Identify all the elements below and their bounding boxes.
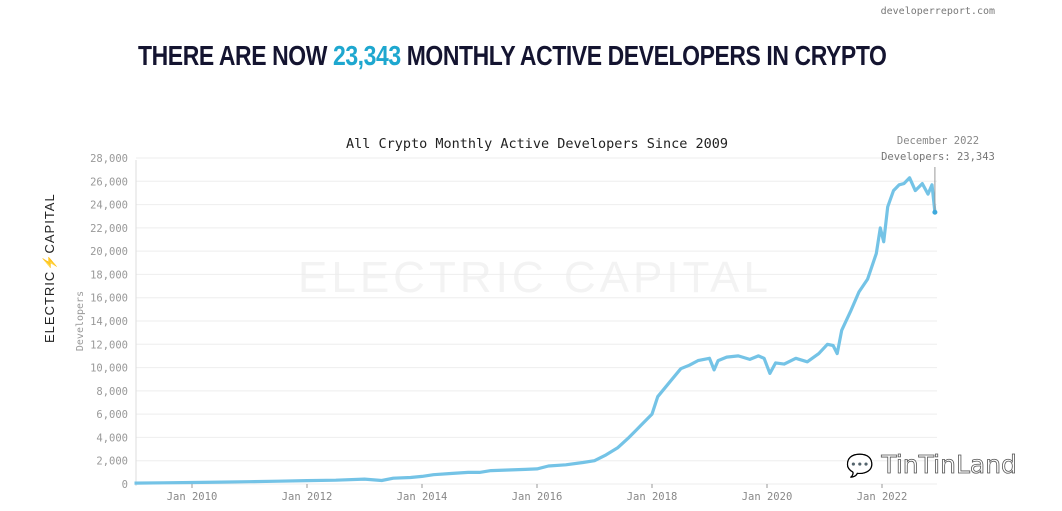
headline-highlight: 23,343: [332, 40, 401, 71]
watermark-text: TinTinLand: [881, 450, 1017, 480]
annotation-point[interactable]: [932, 209, 938, 215]
y-tick-label: 22,000: [90, 223, 128, 235]
y-tick-label: 12,000: [90, 339, 128, 351]
x-tick-label: Jan 2018: [627, 491, 678, 503]
y-tick-label: 28,000: [90, 153, 128, 165]
y-tick-label: 18,000: [90, 269, 128, 281]
y-tick-label: 24,000: [90, 200, 128, 212]
y-tick-label: 6,000: [96, 409, 128, 421]
chart-watermark: ELECTRIC CAPITAL: [298, 253, 772, 302]
y-tick-label: 10,000: [90, 363, 128, 375]
y-tick-label: 20,000: [90, 246, 128, 258]
annotation-value: Developers: 23,343: [881, 151, 995, 163]
y-axis-label: Developers: [75, 291, 86, 351]
x-tick-label: Jan 2020: [742, 491, 793, 503]
y-tick-label: 0: [122, 479, 128, 491]
y-tick-label: 26,000: [90, 176, 128, 188]
headline: THERE ARE NOW 23,343 MONTHLY ACTIVE DEVE…: [138, 40, 887, 72]
site-url[interactable]: developerreport.com: [880, 6, 995, 17]
x-tick-label: Jan 2014: [397, 491, 448, 503]
y-tick-label: 16,000: [90, 293, 128, 305]
headline-pre: THERE ARE NOW: [138, 40, 333, 71]
annotation-date: December 2022: [897, 135, 979, 147]
series-line-developers: [134, 176, 937, 485]
wechat-watermark: 💬 TinTinLand: [846, 450, 1018, 480]
y-tick-label: 14,000: [90, 316, 128, 328]
x-tick-label: Jan 2010: [167, 491, 218, 503]
x-tick-label: Jan 2012: [282, 491, 333, 503]
chart-title: All Crypto Monthly Active Developers Sin…: [346, 136, 728, 152]
y-tick-label: 4,000: [96, 432, 128, 444]
headline-post: MONTHLY ACTIVE DEVELOPERS IN CRYPTO: [400, 40, 887, 71]
x-tick-label: Jan 2022: [857, 491, 908, 503]
x-tick-label: Jan 2016: [512, 491, 563, 503]
y-tick-label: 8,000: [96, 386, 128, 398]
wechat-icon: 💬: [846, 454, 874, 480]
y-tick-label: 2,000: [96, 456, 128, 468]
